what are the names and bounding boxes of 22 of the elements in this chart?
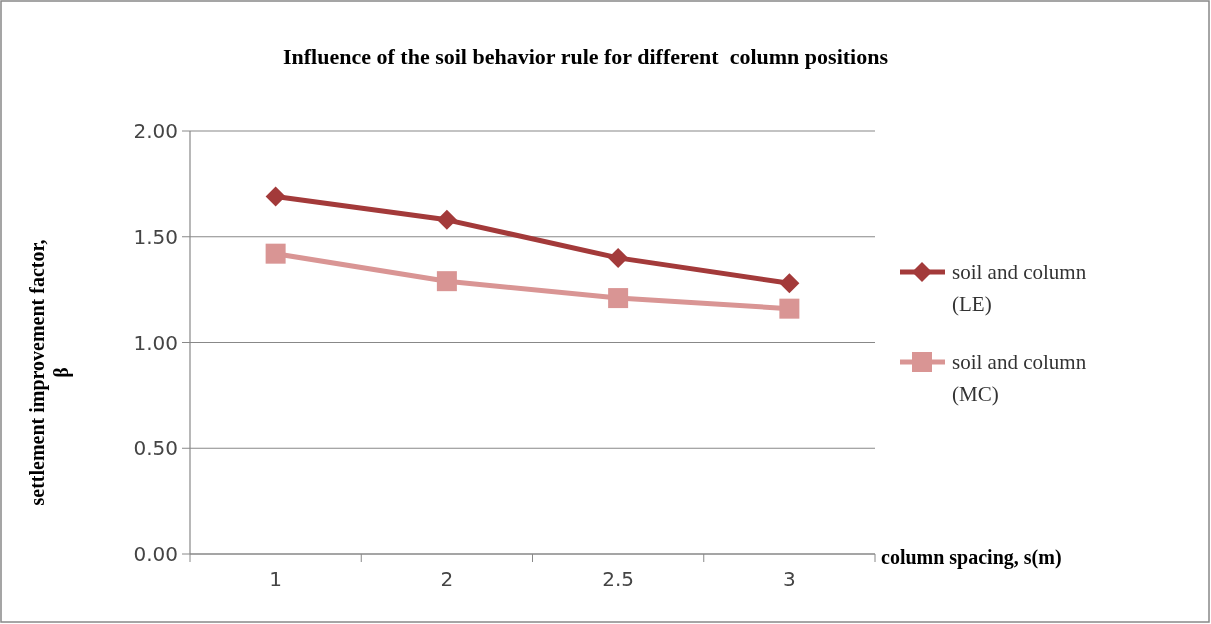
y-tick-label: 1.50: [133, 224, 178, 249]
chart-title: Influence of the soil behavior rule for different column positions: [283, 44, 889, 69]
point: [265, 243, 286, 264]
x-tick-label: 2: [440, 567, 454, 591]
legend-label: soil and column (MC): [952, 350, 1087, 406]
x-tick-label: 2.5: [602, 567, 635, 591]
point: [265, 186, 286, 207]
x-tick-label: 3: [783, 567, 796, 591]
y-tick-label: 0.00: [133, 542, 178, 566]
y-tick-label: 2.00: [133, 119, 178, 143]
point: [779, 298, 800, 319]
x-tick-label: 1: [269, 567, 282, 591]
point: [608, 247, 629, 268]
point: [436, 209, 457, 230]
y-axis-title: settlement improvement factor, β: [26, 239, 73, 506]
x-axis-title: column spacing, s(m): [881, 546, 1062, 569]
point: [608, 288, 629, 309]
legend-label: soil and column (LE): [952, 260, 1087, 316]
point: [779, 273, 800, 294]
y-tick-label: 1.00: [133, 330, 178, 355]
y-tick-label: 0.50: [133, 436, 178, 461]
point: [436, 271, 457, 292]
